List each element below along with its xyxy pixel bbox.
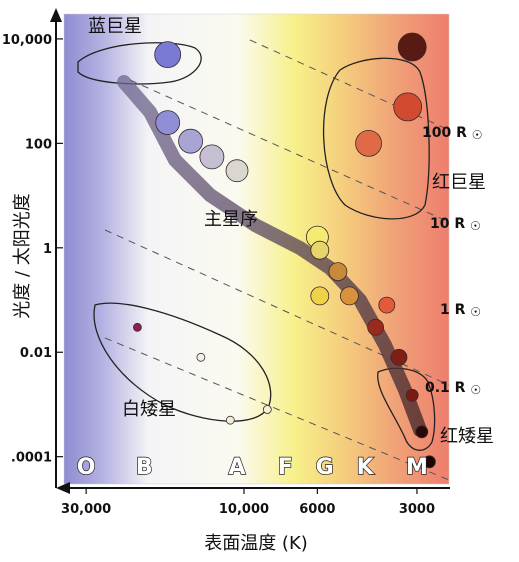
y-tick-label: 1 xyxy=(43,242,52,257)
y-axis-ticks: 10,000 100 1 0.01 .0001 xyxy=(2,33,63,466)
x-axis-arrowhead xyxy=(56,482,70,494)
star-red-dwarf xyxy=(415,425,429,439)
radius-labels: 100 R ☉ 10 R ☉ 1 R ☉ 0.1 R ☉ xyxy=(422,125,483,397)
star-white-dwarf xyxy=(262,405,272,414)
star-white-dwarf xyxy=(196,352,206,362)
x-axis-ticks: 30,000 10,000 6000 3000 xyxy=(61,488,435,517)
stars-layer xyxy=(132,32,436,469)
spectral-class-M: M xyxy=(406,455,428,480)
star-red-giant xyxy=(393,92,423,122)
x-tick-label: 6000 xyxy=(299,502,335,517)
spectral-class-A: A xyxy=(228,455,245,480)
plot-frame xyxy=(63,13,450,485)
radius-label: 1 R ☉ xyxy=(440,302,481,319)
star-red-dwarf xyxy=(405,388,419,402)
y-tick-label: 0.01 xyxy=(20,346,52,361)
star-main-sequence xyxy=(310,286,330,306)
region-label: 红巨星 xyxy=(432,172,486,193)
y-tick-label: 10,000 xyxy=(2,33,52,48)
y-tick-label: .0001 xyxy=(11,451,52,466)
star-red-giant xyxy=(397,32,427,62)
star-blue-giant xyxy=(154,41,182,68)
spectral-class-G: G xyxy=(316,455,334,480)
y-tick-label: 100 xyxy=(25,137,52,152)
region-label: 主星序 xyxy=(204,209,258,230)
star-main-sequence xyxy=(367,318,385,336)
region-label: 红矮星 xyxy=(440,426,494,447)
x-tick-label: 10,000 xyxy=(219,502,269,517)
spectral-class-K: K xyxy=(357,455,375,480)
radius-label: 100 R ☉ xyxy=(422,125,483,142)
star-main-sequence xyxy=(378,296,396,314)
star-main-sequence xyxy=(225,159,249,183)
region-label: 蓝巨星 xyxy=(88,16,142,37)
y-axis-title: 光度 / 太阳光度 xyxy=(12,193,33,319)
region-outline xyxy=(377,367,436,451)
radius-line xyxy=(129,79,450,223)
y-axis-arrowhead xyxy=(50,8,62,22)
radius-label: 0.1 R ☉ xyxy=(425,380,481,397)
x-tick-label: 3000 xyxy=(399,502,435,517)
star-main-sequence xyxy=(178,128,204,154)
spectral-class-B: B xyxy=(136,455,153,480)
star-main-sequence xyxy=(328,262,348,282)
x-tick-label: 30,000 xyxy=(61,502,111,517)
radius-line xyxy=(104,337,450,481)
star-main-sequence xyxy=(155,110,181,135)
x-axis-title: 表面温度 (K) xyxy=(204,533,308,554)
star-main-sequence xyxy=(199,144,225,170)
spectral-class-F: F xyxy=(278,455,293,480)
spectral-class-O: O xyxy=(77,455,96,480)
star-red-giant xyxy=(355,129,383,157)
star-white-dwarf xyxy=(225,415,235,425)
star-main-sequence xyxy=(310,240,330,260)
region-label: 白矮星 xyxy=(122,399,176,420)
star-main-sequence xyxy=(339,286,359,306)
star-white-dwarf xyxy=(132,322,142,332)
region-outline xyxy=(322,57,430,220)
radius-label: 10 R ☉ xyxy=(430,216,481,233)
star-main-sequence xyxy=(390,348,408,366)
star-red-dwarf xyxy=(422,455,436,469)
region-outline xyxy=(77,42,202,85)
